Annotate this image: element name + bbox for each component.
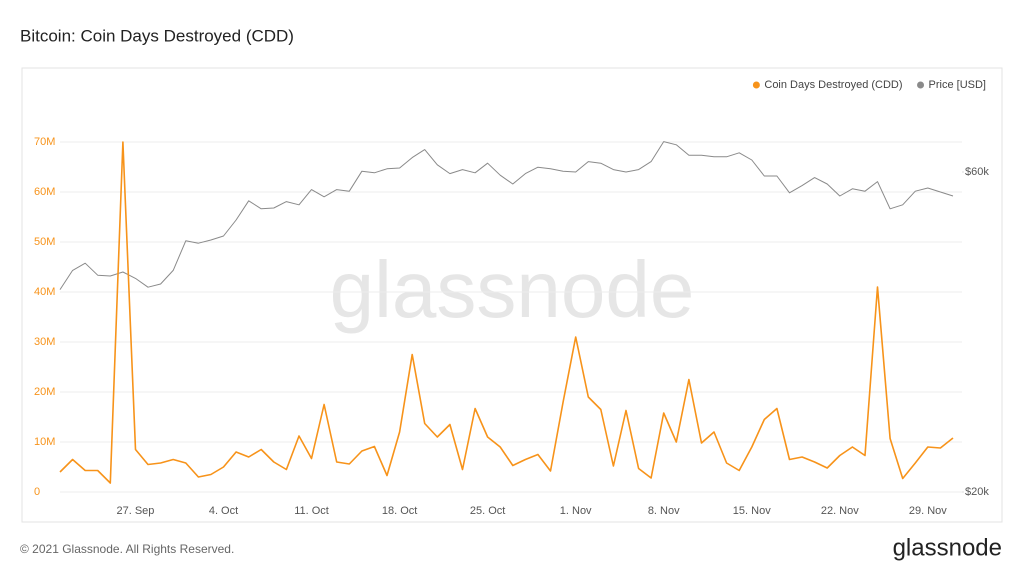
- legend-label: Price [USD]: [929, 79, 986, 91]
- x-tick-label: 25. Oct: [470, 505, 505, 517]
- x-tick-label: 11. Oct: [294, 505, 329, 517]
- x-tick-label: 27. Sep: [117, 505, 155, 517]
- y-tick-label: 20M: [34, 386, 55, 398]
- y-tick-label: 10M: [34, 436, 55, 448]
- y-tick-label: 40M: [34, 286, 55, 298]
- legend-label: Coin Days Destroyed (CDD): [764, 79, 902, 91]
- x-tick-label: 4. Oct: [209, 505, 238, 517]
- y2-tick-label: $20k: [965, 486, 989, 498]
- chart-title: Bitcoin: Coin Days Destroyed (CDD): [20, 26, 294, 45]
- y-tick-label: 60M: [34, 186, 55, 198]
- legend-marker: [752, 81, 760, 89]
- x-tick-label: 15. Nov: [733, 505, 771, 517]
- chart-frame: [21, 67, 1003, 523]
- watermark: glassnode: [330, 245, 695, 334]
- y-tick-label: 70M: [34, 136, 55, 148]
- y-tick-label: 0: [34, 486, 40, 498]
- series-line: [59, 141, 954, 290]
- x-tick-label: 8. Nov: [648, 505, 680, 517]
- legend-marker: [917, 81, 925, 89]
- x-tick-label: 18. Oct: [382, 505, 417, 517]
- footer: © 2021 Glassnode. All Rights Reserved.: [20, 542, 234, 556]
- x-tick-label: 22. Nov: [821, 505, 859, 517]
- x-tick-label: 29. Nov: [909, 505, 947, 517]
- x-tick-label: 1. Nov: [560, 505, 592, 517]
- y-tick-label: 30M: [34, 336, 55, 348]
- series-line: [59, 141, 954, 484]
- logo: glassnode: [893, 534, 1002, 561]
- y-tick-label: 50M: [34, 236, 55, 248]
- y2-tick-label: $60k: [965, 166, 989, 178]
